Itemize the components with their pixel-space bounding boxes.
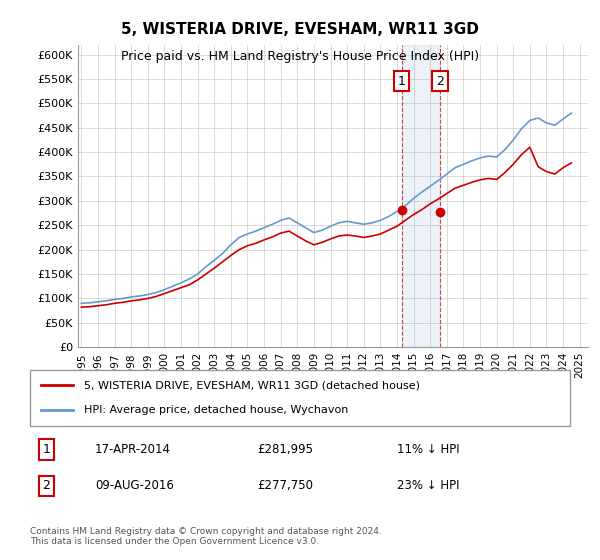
Text: Price paid vs. HM Land Registry's House Price Index (HPI): Price paid vs. HM Land Registry's House … — [121, 50, 479, 63]
Text: 1: 1 — [398, 74, 406, 87]
Text: 1: 1 — [42, 443, 50, 456]
Text: 09-AUG-2016: 09-AUG-2016 — [95, 479, 173, 492]
Text: HPI: Average price, detached house, Wychavon: HPI: Average price, detached house, Wych… — [84, 405, 349, 415]
Text: 2: 2 — [42, 479, 50, 492]
Bar — [402, 45, 440, 347]
Text: £277,750: £277,750 — [257, 479, 313, 492]
Text: 5, WISTERIA DRIVE, EVESHAM, WR11 3GD: 5, WISTERIA DRIVE, EVESHAM, WR11 3GD — [121, 22, 479, 38]
FancyBboxPatch shape — [30, 370, 570, 426]
Text: 11% ↓ HPI: 11% ↓ HPI — [397, 443, 460, 456]
Text: 23% ↓ HPI: 23% ↓ HPI — [397, 479, 460, 492]
Text: 17-APR-2014: 17-APR-2014 — [95, 443, 171, 456]
Text: 5, WISTERIA DRIVE, EVESHAM, WR11 3GD (detached house): 5, WISTERIA DRIVE, EVESHAM, WR11 3GD (de… — [84, 380, 420, 390]
Text: 2: 2 — [436, 74, 444, 87]
Text: Contains HM Land Registry data © Crown copyright and database right 2024.
This d: Contains HM Land Registry data © Crown c… — [30, 526, 382, 546]
Text: £281,995: £281,995 — [257, 443, 313, 456]
